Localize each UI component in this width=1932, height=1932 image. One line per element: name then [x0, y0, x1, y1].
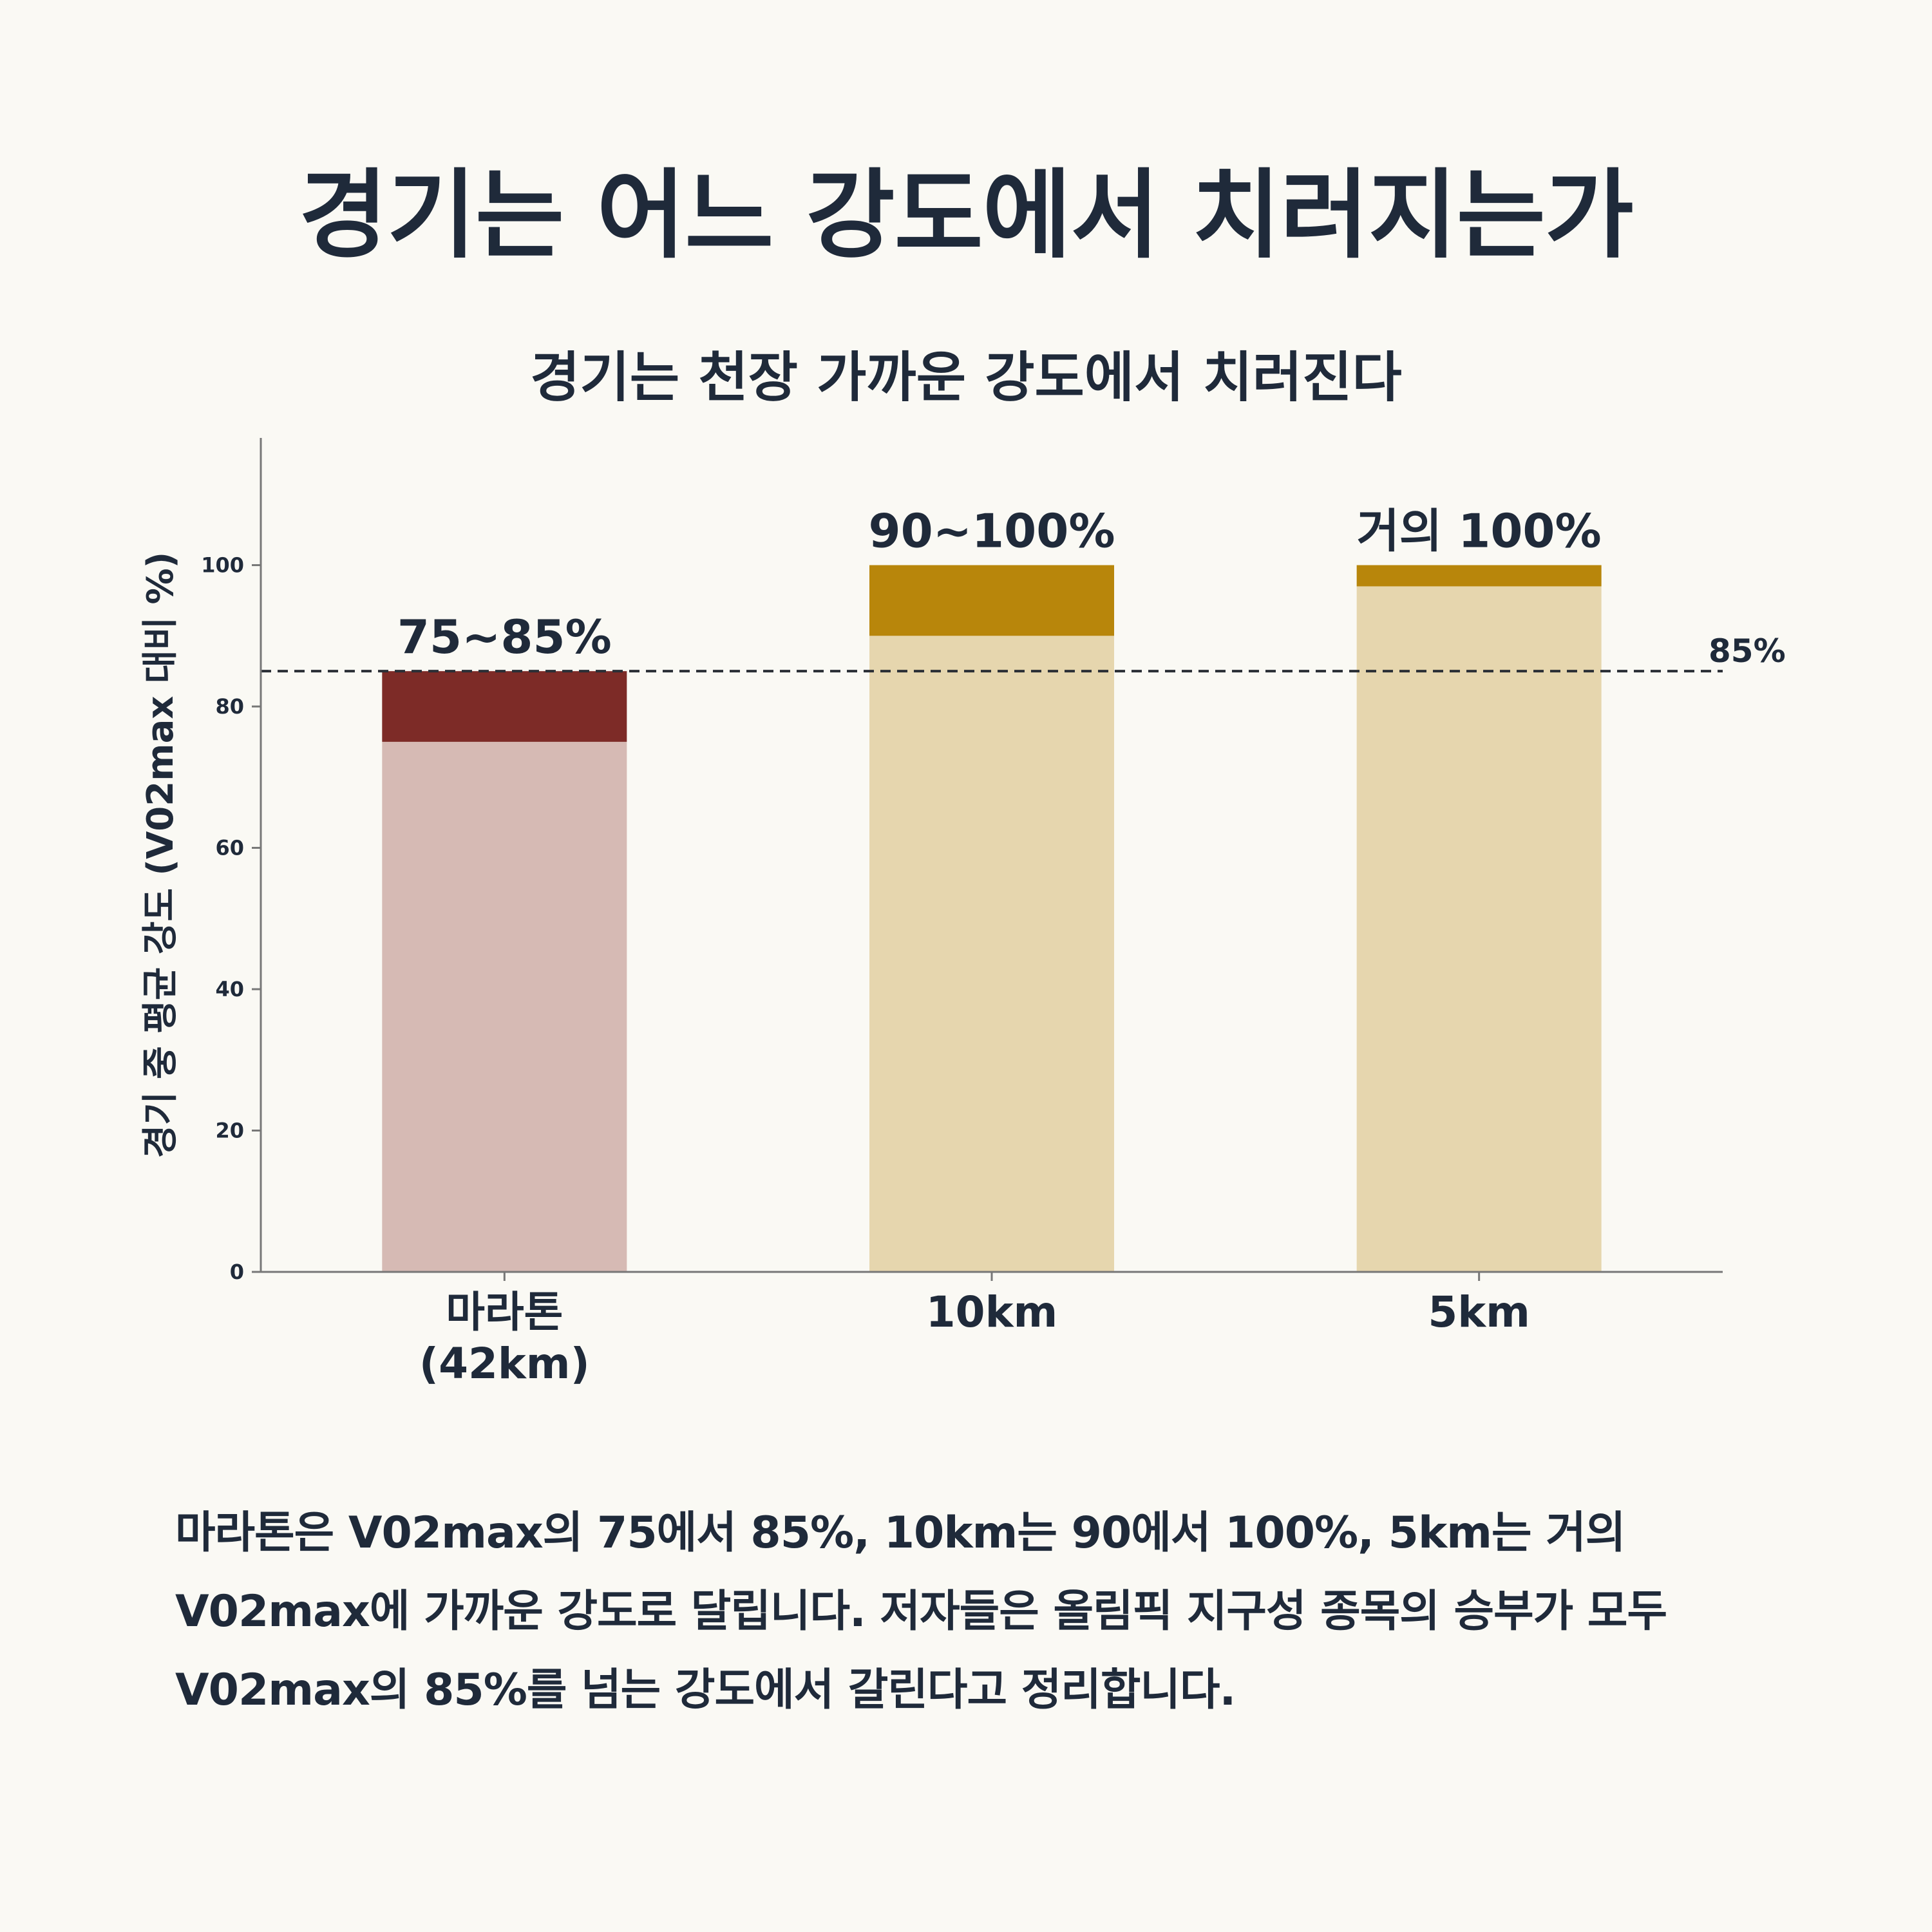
chart-title: 경기는 천장 가까운 강도에서 치러진다: [530, 346, 1401, 409]
bar-chart: 경기는 천장 가까운 강도에서 치러진다 75~85% 90~100% 거의 100%…: [140, 346, 1786, 1388]
x-tick-label-1: 10km: [926, 1287, 1058, 1337]
y-tick-label-60: 60: [215, 836, 244, 860]
bar-range-1: [869, 565, 1114, 636]
y-axis-label: 경기 중 평균 강도 (V02max 대비 %): [140, 552, 182, 1159]
y-tick-label-20: 20: [215, 1119, 244, 1143]
description-text: 마라톤은 V02max의 75에서 85%, 10km는 90에서 100%, …: [175, 1508, 1667, 1716]
data-label-1: 90~100%: [869, 504, 1115, 558]
bar-range-2: [1356, 565, 1602, 587]
bar-base-1: [869, 636, 1114, 1272]
bar-base-2: [1356, 586, 1602, 1273]
y-tick-label-0: 0: [230, 1260, 244, 1284]
bar-range-0: [382, 671, 627, 742]
reference-line-label: 85%: [1709, 632, 1786, 670]
y-tick-label-80: 80: [215, 694, 244, 719]
y-tick-label-100: 100: [201, 553, 244, 578]
bar-base-0: [382, 741, 627, 1272]
data-label-0: 75~85%: [397, 610, 612, 664]
data-label-2: 거의 100%: [1357, 504, 1602, 558]
y-tick-label-40: 40: [215, 977, 244, 1001]
x-tick-label-2: 5km: [1428, 1287, 1530, 1337]
x-tick-label-0: 마라톤 (42km): [419, 1287, 590, 1388]
page-title: 경기는 어느 강도에서 치러지는가: [299, 160, 1634, 272]
